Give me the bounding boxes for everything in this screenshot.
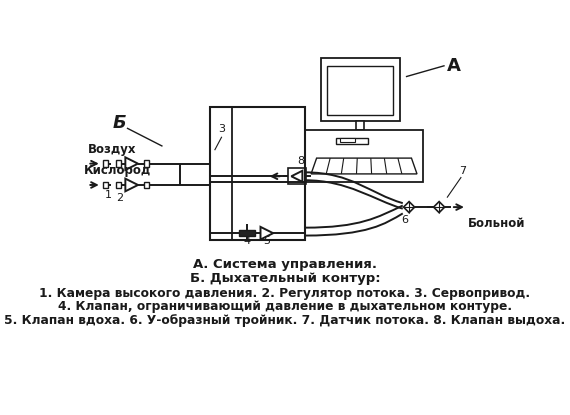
Bar — [305, 130, 424, 182]
Bar — [340, 137, 355, 142]
Bar — [103, 182, 108, 188]
Text: А. Система управления.: А. Система управления. — [193, 259, 377, 271]
Text: 6: 6 — [402, 215, 409, 225]
Text: 1. Камера высокого давления. 2. Регулятор потока. 3. Сервопривод.: 1. Камера высокого давления. 2. Регулято… — [39, 287, 531, 300]
Text: Б. Дыхательный контур:: Б. Дыхательный контур: — [190, 272, 380, 285]
Text: Больной: Больной — [467, 217, 525, 229]
Bar — [116, 161, 121, 167]
Text: 4. Клапан, ограничивающий давление в дыхательном контуре.: 4. Клапан, ограничивающий давление в дых… — [58, 300, 512, 313]
Text: 4: 4 — [243, 236, 251, 246]
Text: 2: 2 — [116, 193, 123, 203]
Polygon shape — [125, 178, 138, 191]
Polygon shape — [260, 227, 273, 239]
Text: Б: Б — [112, 114, 126, 132]
Bar — [288, 168, 306, 184]
Polygon shape — [434, 202, 445, 212]
Text: 3: 3 — [218, 124, 225, 134]
Text: 8: 8 — [297, 156, 304, 166]
Bar — [144, 161, 149, 167]
Polygon shape — [291, 171, 303, 182]
Bar — [239, 230, 255, 237]
Text: 7: 7 — [459, 166, 466, 176]
Text: Воздух: Воздух — [87, 143, 136, 156]
Text: 1: 1 — [105, 190, 112, 200]
Text: Кислород: Кислород — [83, 164, 150, 177]
Polygon shape — [125, 157, 138, 170]
Bar — [144, 182, 149, 188]
Bar — [116, 182, 121, 188]
Bar — [103, 161, 108, 167]
Text: 5. Клапан вдоха. 6. У-образный тройник. 7. Датчик потока. 8. Клапан выдоха.: 5. Клапан вдоха. 6. У-образный тройник. … — [5, 314, 565, 327]
Text: 5: 5 — [263, 236, 270, 246]
Bar — [320, 58, 400, 121]
Polygon shape — [404, 202, 414, 212]
Bar — [336, 137, 368, 144]
Bar — [210, 107, 305, 239]
Bar — [356, 121, 364, 130]
Text: А: А — [447, 56, 461, 75]
Bar — [327, 66, 393, 115]
